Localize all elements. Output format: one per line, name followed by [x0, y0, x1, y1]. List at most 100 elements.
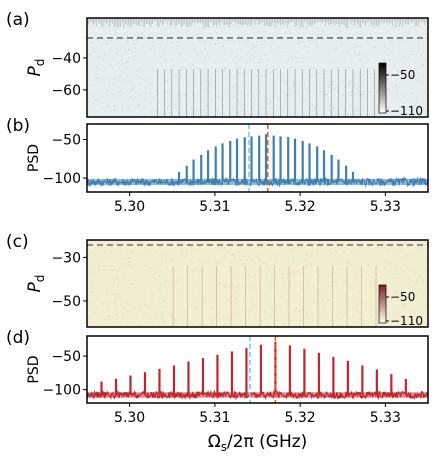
heatmap-speckle — [195, 308, 197, 310]
heatmap-speckle — [374, 45, 376, 47]
heatmap-speckle — [270, 72, 272, 74]
heatmap-speckle — [377, 274, 379, 276]
heatmap-speckle — [353, 268, 355, 270]
heatmap-speckle — [360, 93, 362, 95]
heatmap-speckle — [352, 250, 354, 252]
heatmap-speckle — [180, 292, 182, 294]
heatmap-speckle — [267, 267, 269, 269]
heatmap-speckle — [350, 250, 352, 252]
heatmap-speckle — [297, 42, 299, 44]
heatmap-speckle — [390, 84, 392, 86]
heatmap-speckle — [382, 59, 384, 61]
heatmap-speckle — [254, 27, 256, 29]
heatmap-speckle — [348, 83, 350, 85]
heatmap-speckle — [136, 69, 138, 71]
heatmap-speckle — [149, 23, 151, 25]
heatmap-speckle — [98, 100, 100, 102]
heatmap-speckle — [112, 281, 114, 283]
heatmap-speckle — [331, 252, 333, 254]
heatmap-speckle — [139, 324, 141, 326]
heatmap-speckle — [250, 54, 252, 56]
heatmap-speckle — [108, 84, 110, 86]
heatmap-speckle — [335, 281, 337, 283]
heatmap-speckle — [202, 273, 204, 275]
heatmap-speckle — [340, 256, 342, 258]
heatmap-speckle — [348, 26, 350, 28]
y-axis-label-sub: d — [33, 275, 47, 283]
heatmap-speckle — [359, 325, 361, 327]
heatmap-speckle — [176, 44, 178, 46]
heatmap-speckle — [254, 261, 256, 263]
heatmap-speckle — [289, 31, 291, 33]
heatmap-speckle — [198, 258, 200, 260]
heatmap-speckle — [202, 295, 204, 297]
heatmap-speckle — [240, 324, 242, 326]
heatmap-speckle — [205, 19, 207, 21]
heatmap-speckle — [300, 300, 302, 302]
heatmap-speckle — [362, 93, 364, 95]
heatmap-speckle — [122, 265, 124, 267]
heatmap-speckle — [159, 253, 161, 255]
heatmap-speckle — [179, 35, 181, 37]
heatmap-speckle — [272, 264, 274, 266]
heatmap-speckle — [189, 56, 191, 58]
heatmap-speckle — [228, 296, 230, 298]
heatmap-speckle — [98, 266, 100, 268]
heatmap-speckle — [276, 20, 278, 22]
heatmap-speckle — [419, 275, 421, 277]
heatmap-speckle — [373, 112, 375, 114]
heatmap-speckle — [350, 94, 352, 96]
heatmap-speckle — [243, 40, 245, 42]
heatmap-speckle — [172, 32, 174, 34]
heatmap-speckle — [177, 23, 179, 25]
heatmap-speckle — [101, 268, 103, 270]
heatmap-speckle — [409, 291, 411, 293]
heatmap-speckle — [240, 57, 242, 59]
heatmap-speckle — [387, 78, 389, 80]
heatmap-speckle — [104, 277, 106, 279]
heatmap-speckle — [246, 94, 248, 96]
heatmap-speckle — [298, 27, 300, 29]
heatmap-speckle — [87, 100, 89, 102]
heatmap-speckle — [284, 51, 286, 53]
heatmap-speckle — [192, 249, 194, 251]
heatmap-speckle — [421, 63, 423, 65]
heatmap-speckle — [358, 90, 360, 92]
heatmap-speckle — [237, 322, 239, 324]
heatmap-speckle — [283, 92, 285, 94]
heatmap-speckle — [131, 88, 133, 90]
heatmap-speckle — [209, 257, 211, 259]
heatmap-speckle — [389, 52, 391, 54]
heatmap-speckle — [276, 289, 278, 291]
heatmap-speckle — [160, 282, 162, 284]
heatmap-speckle — [384, 267, 386, 269]
heatmap-speckle — [234, 258, 236, 260]
heatmap-speckle — [103, 265, 105, 267]
heatmap-speckle — [280, 305, 282, 307]
heatmap-speckle — [425, 110, 427, 112]
heatmap-speckle — [338, 66, 340, 68]
heatmap-speckle — [256, 317, 258, 319]
heatmap-speckle — [233, 258, 235, 260]
heatmap-speckle — [317, 288, 319, 290]
heatmap-speckle — [121, 109, 123, 111]
heatmap-speckle — [364, 254, 366, 256]
heatmap-speckle — [263, 36, 265, 38]
heatmap-speckle — [262, 107, 264, 109]
heatmap-speckle — [156, 79, 158, 81]
heatmap-speckle — [371, 315, 373, 317]
heatmap-speckle — [163, 301, 165, 303]
heatmap-speckle — [242, 81, 244, 83]
heatmap-speckle — [289, 271, 291, 273]
heatmap-speckle — [165, 35, 167, 37]
heatmap-speckle — [327, 86, 329, 88]
heatmap-speckle — [205, 114, 207, 116]
heatmap-speckle — [107, 91, 109, 93]
heatmap-speckle — [419, 35, 421, 37]
heatmap-speckle — [317, 34, 319, 36]
heatmap-speckle — [145, 115, 147, 117]
heatmap-speckle — [158, 287, 160, 289]
heatmap-speckle — [315, 253, 317, 255]
heatmap-speckle — [180, 97, 182, 99]
heatmap-speckle — [109, 251, 111, 253]
